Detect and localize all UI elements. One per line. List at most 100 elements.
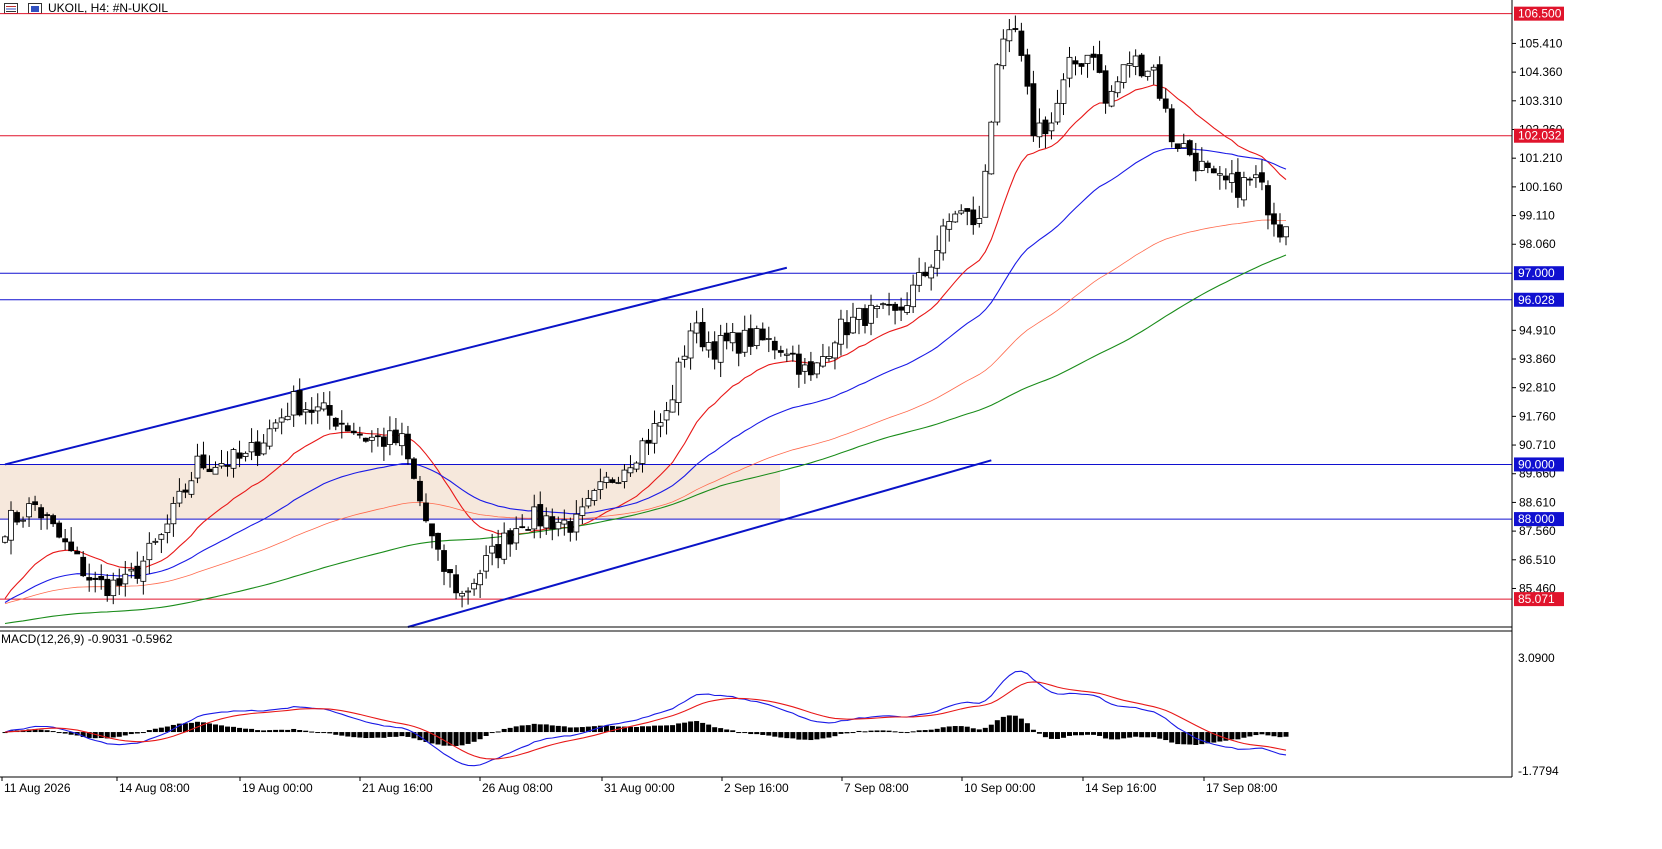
candle-body — [290, 391, 297, 416]
candle-body — [693, 322, 700, 334]
chart-menu-icon[interactable] — [4, 2, 18, 14]
candle-body — [735, 332, 742, 354]
candle-body — [477, 573, 484, 586]
macd-histogram-bar — [122, 732, 128, 736]
candle-body — [1162, 98, 1169, 109]
macd-histogram-bar — [874, 730, 880, 733]
candle-body — [711, 341, 718, 360]
level-price-label: 90.000 — [1518, 457, 1555, 471]
macd-histogram-bar — [231, 726, 237, 733]
candle-body — [531, 506, 538, 530]
macd-histogram-bar — [255, 730, 261, 733]
macd-histogram-bar — [1151, 732, 1157, 738]
candle-body — [332, 417, 339, 427]
macd-histogram-bar — [1091, 732, 1097, 735]
macd-histogram-bar — [1259, 732, 1265, 735]
macd-histogram-bar — [694, 721, 700, 733]
macd-histogram-bar — [1066, 732, 1072, 736]
macd-histogram-bar — [321, 732, 327, 734]
candle-body — [212, 466, 219, 475]
candle-body — [723, 332, 730, 342]
candle-body — [1024, 54, 1031, 87]
candle-body — [1072, 60, 1079, 65]
candle-body — [663, 410, 670, 421]
candle-body — [729, 332, 736, 344]
level-price-label: 106.500 — [1518, 7, 1562, 21]
candle-body — [1126, 63, 1133, 66]
candle-body — [158, 534, 165, 540]
macd-histogram-bar — [483, 732, 489, 736]
trend-line — [407, 459, 992, 628]
time-tick-label: 26 Aug 08:00 — [482, 781, 553, 795]
macd-histogram-bar — [158, 727, 164, 733]
candle-body — [110, 579, 117, 597]
candle-body — [820, 356, 826, 367]
candle-body — [705, 342, 712, 351]
macd-histogram-bar — [778, 732, 784, 738]
macd-histogram-bar — [579, 727, 585, 733]
candle-body — [525, 529, 532, 531]
candle-body — [555, 521, 562, 530]
macd-histogram-bar — [146, 730, 152, 733]
candle-body — [1138, 54, 1145, 77]
candle-body — [940, 225, 947, 254]
macd-histogram-bar — [447, 732, 453, 746]
macd-histogram-bar — [249, 728, 255, 733]
candle-body — [302, 409, 309, 413]
macd-histogram-bar — [182, 723, 188, 733]
candle-body — [140, 560, 147, 582]
price-axis: 105.410104.360103.310102.260101.210100.1… — [1512, 6, 1564, 607]
macd-histogram-bar — [916, 730, 922, 733]
macd-histogram-bar — [658, 725, 664, 733]
candle-body — [537, 504, 544, 527]
candle-body — [1054, 102, 1061, 123]
candle-body — [242, 452, 249, 457]
level-price-tag — [1514, 457, 1564, 472]
candle-body — [621, 469, 628, 482]
candle-body — [489, 545, 496, 554]
level-price-tag — [1514, 512, 1564, 527]
candle-body — [675, 361, 682, 403]
candle-body — [362, 437, 369, 442]
candle-body — [80, 556, 87, 577]
candle-body — [1114, 81, 1121, 94]
level-price-label: 88.000 — [1518, 512, 1555, 526]
macd-histogram-bar — [688, 721, 694, 733]
macd-histogram-bar — [1139, 732, 1145, 738]
candle-body — [795, 353, 802, 375]
window-mode-icon[interactable] — [28, 2, 42, 14]
macd-histogram-bar — [952, 726, 958, 733]
candle-body — [922, 271, 929, 277]
candle-body — [20, 519, 26, 522]
macd-histogram-bar — [110, 732, 116, 738]
macd-histogram-bar — [1030, 729, 1036, 733]
level-price-tag — [1514, 266, 1564, 281]
macd-histogram-bar — [507, 727, 513, 733]
candle-body — [14, 512, 20, 523]
macd-histogram-bar — [1133, 732, 1139, 737]
candle-body — [868, 304, 874, 324]
candle-body — [1265, 185, 1271, 216]
candle-body — [862, 308, 868, 326]
macd-histogram-bar — [405, 732, 411, 737]
macd-histogram-bar — [585, 726, 591, 733]
price-tick-label: 92.810 — [1519, 381, 1556, 395]
candle-body — [447, 569, 453, 574]
candle-body — [904, 305, 911, 313]
macd-histogram-bar — [1175, 732, 1181, 745]
candle-body — [236, 452, 243, 459]
macd-histogram-bar — [742, 732, 748, 734]
ma-line — [4, 147, 1287, 603]
ma-line — [4, 84, 1287, 599]
candle-body — [789, 352, 796, 355]
price-tick-label: 90.710 — [1519, 438, 1556, 452]
candle-body — [314, 406, 321, 412]
candle-body — [164, 523, 171, 534]
candle-body — [206, 468, 213, 473]
macd-histogram-bar — [1018, 718, 1024, 733]
candle-body — [892, 303, 898, 311]
consolidation-zone — [0, 464, 780, 520]
candle-body — [1132, 55, 1139, 67]
candle-body — [152, 540, 159, 543]
